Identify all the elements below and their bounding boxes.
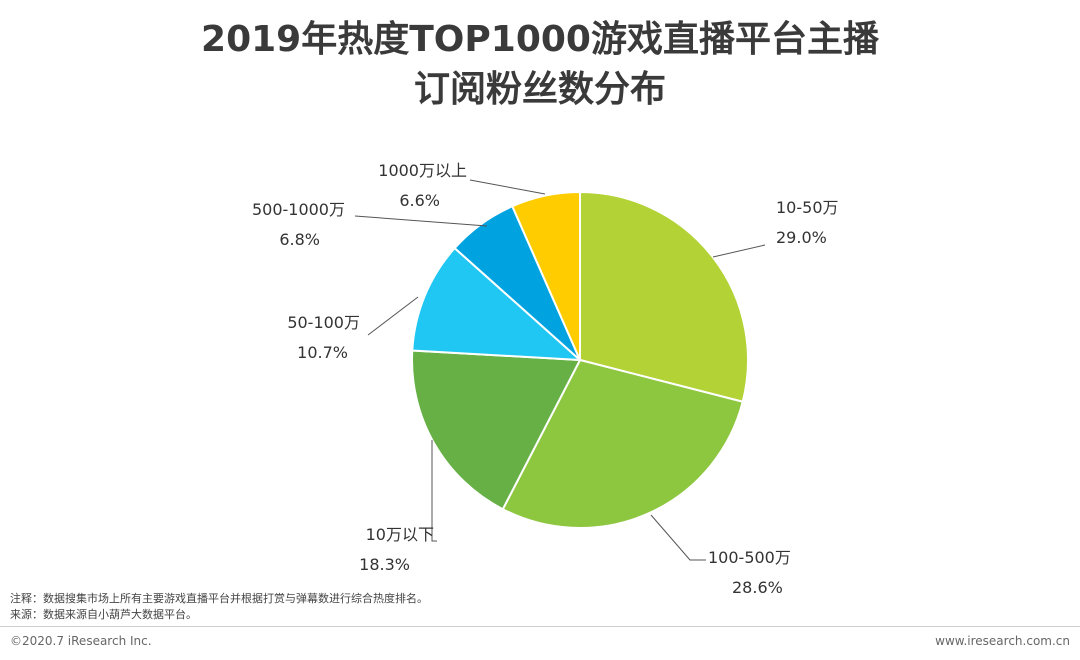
chart-title-line-1: 2019年热度TOP1000游戏直播平台主播 <box>201 19 879 60</box>
footer-divider <box>0 626 1080 627</box>
slice-label-2: 100-500万 <box>708 548 791 567</box>
website-link[interactable]: www.iresearch.com.cn <box>935 634 1070 648</box>
slice-value-6: 6.6% <box>399 191 440 210</box>
slice-label-5: 500-1000万 <box>252 200 345 219</box>
pie-slice-1 <box>579 190 749 403</box>
leader-line-1 <box>712 244 766 258</box>
copyright: ©2020.7 iResearch Inc. <box>10 634 152 648</box>
leader-line-4 <box>367 296 419 336</box>
pie-slice-6 <box>510 190 581 361</box>
slice-label-1: 10-50万 <box>776 198 839 217</box>
slice-value-5: 6.8% <box>279 230 320 249</box>
leader-line-6 <box>469 179 546 195</box>
slice-label-4: 50-100万 <box>287 313 360 332</box>
slice-label-3: 10万以下 <box>366 525 434 544</box>
pie-slice-4 <box>411 246 583 362</box>
slice-value-4: 10.7% <box>297 343 348 362</box>
leader-line-5 <box>354 215 488 227</box>
slice-value-2: 28.6% <box>732 578 783 597</box>
slice-value-3: 18.3% <box>359 555 410 574</box>
footnote: 注释：数据搜集市场上所有主要游戏直播平台并根据打赏与弹幕数进行综合热度排名。 <box>10 592 428 605</box>
leader-line-3 <box>431 440 437 542</box>
slice-value-1: 29.0% <box>776 228 827 247</box>
pie-slice-3 <box>411 349 582 511</box>
source-note: 来源：数据来源自小葫芦大数据平台。 <box>10 608 197 621</box>
leader-line-2 <box>650 514 706 561</box>
chart-title-line-2: 订阅粉丝数分布 <box>413 69 666 110</box>
pie-slice-2 <box>501 358 744 529</box>
slice-label-6: 1000万以上 <box>378 161 467 180</box>
